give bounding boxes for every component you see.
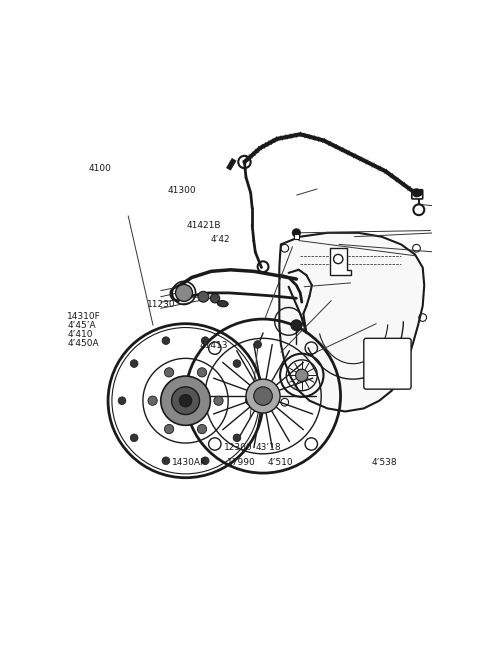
Circle shape (254, 387, 272, 405)
Circle shape (165, 368, 174, 377)
Text: 1430AK: 1430AK (172, 458, 206, 467)
Text: 17990: 17990 (228, 458, 256, 467)
Circle shape (197, 424, 207, 434)
Circle shape (245, 397, 253, 405)
Text: 4’538: 4’538 (372, 458, 397, 467)
Circle shape (296, 369, 308, 382)
Text: 4’410: 4’410 (67, 330, 93, 339)
Circle shape (118, 397, 126, 405)
Circle shape (201, 457, 209, 464)
FancyBboxPatch shape (412, 190, 423, 199)
Circle shape (176, 284, 192, 302)
Circle shape (165, 424, 174, 434)
Circle shape (292, 229, 300, 237)
Circle shape (197, 368, 207, 377)
Text: 4’450A: 4’450A (67, 339, 99, 348)
Text: 4’510: 4’510 (267, 458, 293, 467)
Circle shape (148, 396, 157, 405)
Circle shape (198, 291, 209, 302)
Circle shape (130, 434, 138, 442)
Text: 41413: 41413 (200, 342, 228, 350)
Text: 12300: 12300 (224, 443, 252, 451)
Circle shape (246, 379, 280, 413)
Circle shape (413, 189, 420, 196)
Ellipse shape (217, 300, 228, 307)
Circle shape (291, 320, 302, 330)
Text: 4’42: 4’42 (211, 235, 230, 244)
Circle shape (180, 395, 192, 407)
Text: 4100: 4100 (89, 164, 112, 173)
Text: 43’18: 43’18 (255, 443, 281, 451)
Bar (294, 235, 299, 239)
Circle shape (201, 337, 209, 344)
Circle shape (162, 337, 170, 344)
Polygon shape (279, 233, 424, 411)
Text: 14310F: 14310F (67, 311, 101, 321)
Text: 4’45’A: 4’45’A (67, 321, 96, 330)
Circle shape (172, 387, 200, 415)
Circle shape (210, 294, 220, 303)
Text: 41300: 41300 (167, 186, 196, 194)
Text: 41421B: 41421B (186, 221, 221, 230)
Circle shape (130, 360, 138, 367)
Circle shape (254, 340, 262, 348)
Circle shape (214, 396, 223, 405)
FancyBboxPatch shape (364, 338, 411, 389)
Circle shape (162, 457, 170, 464)
Circle shape (233, 434, 241, 442)
Bar (227, 158, 236, 170)
Polygon shape (330, 248, 351, 275)
Text: 11230: 11230 (147, 300, 176, 309)
Circle shape (161, 376, 210, 425)
Circle shape (416, 190, 422, 196)
Circle shape (233, 360, 241, 367)
